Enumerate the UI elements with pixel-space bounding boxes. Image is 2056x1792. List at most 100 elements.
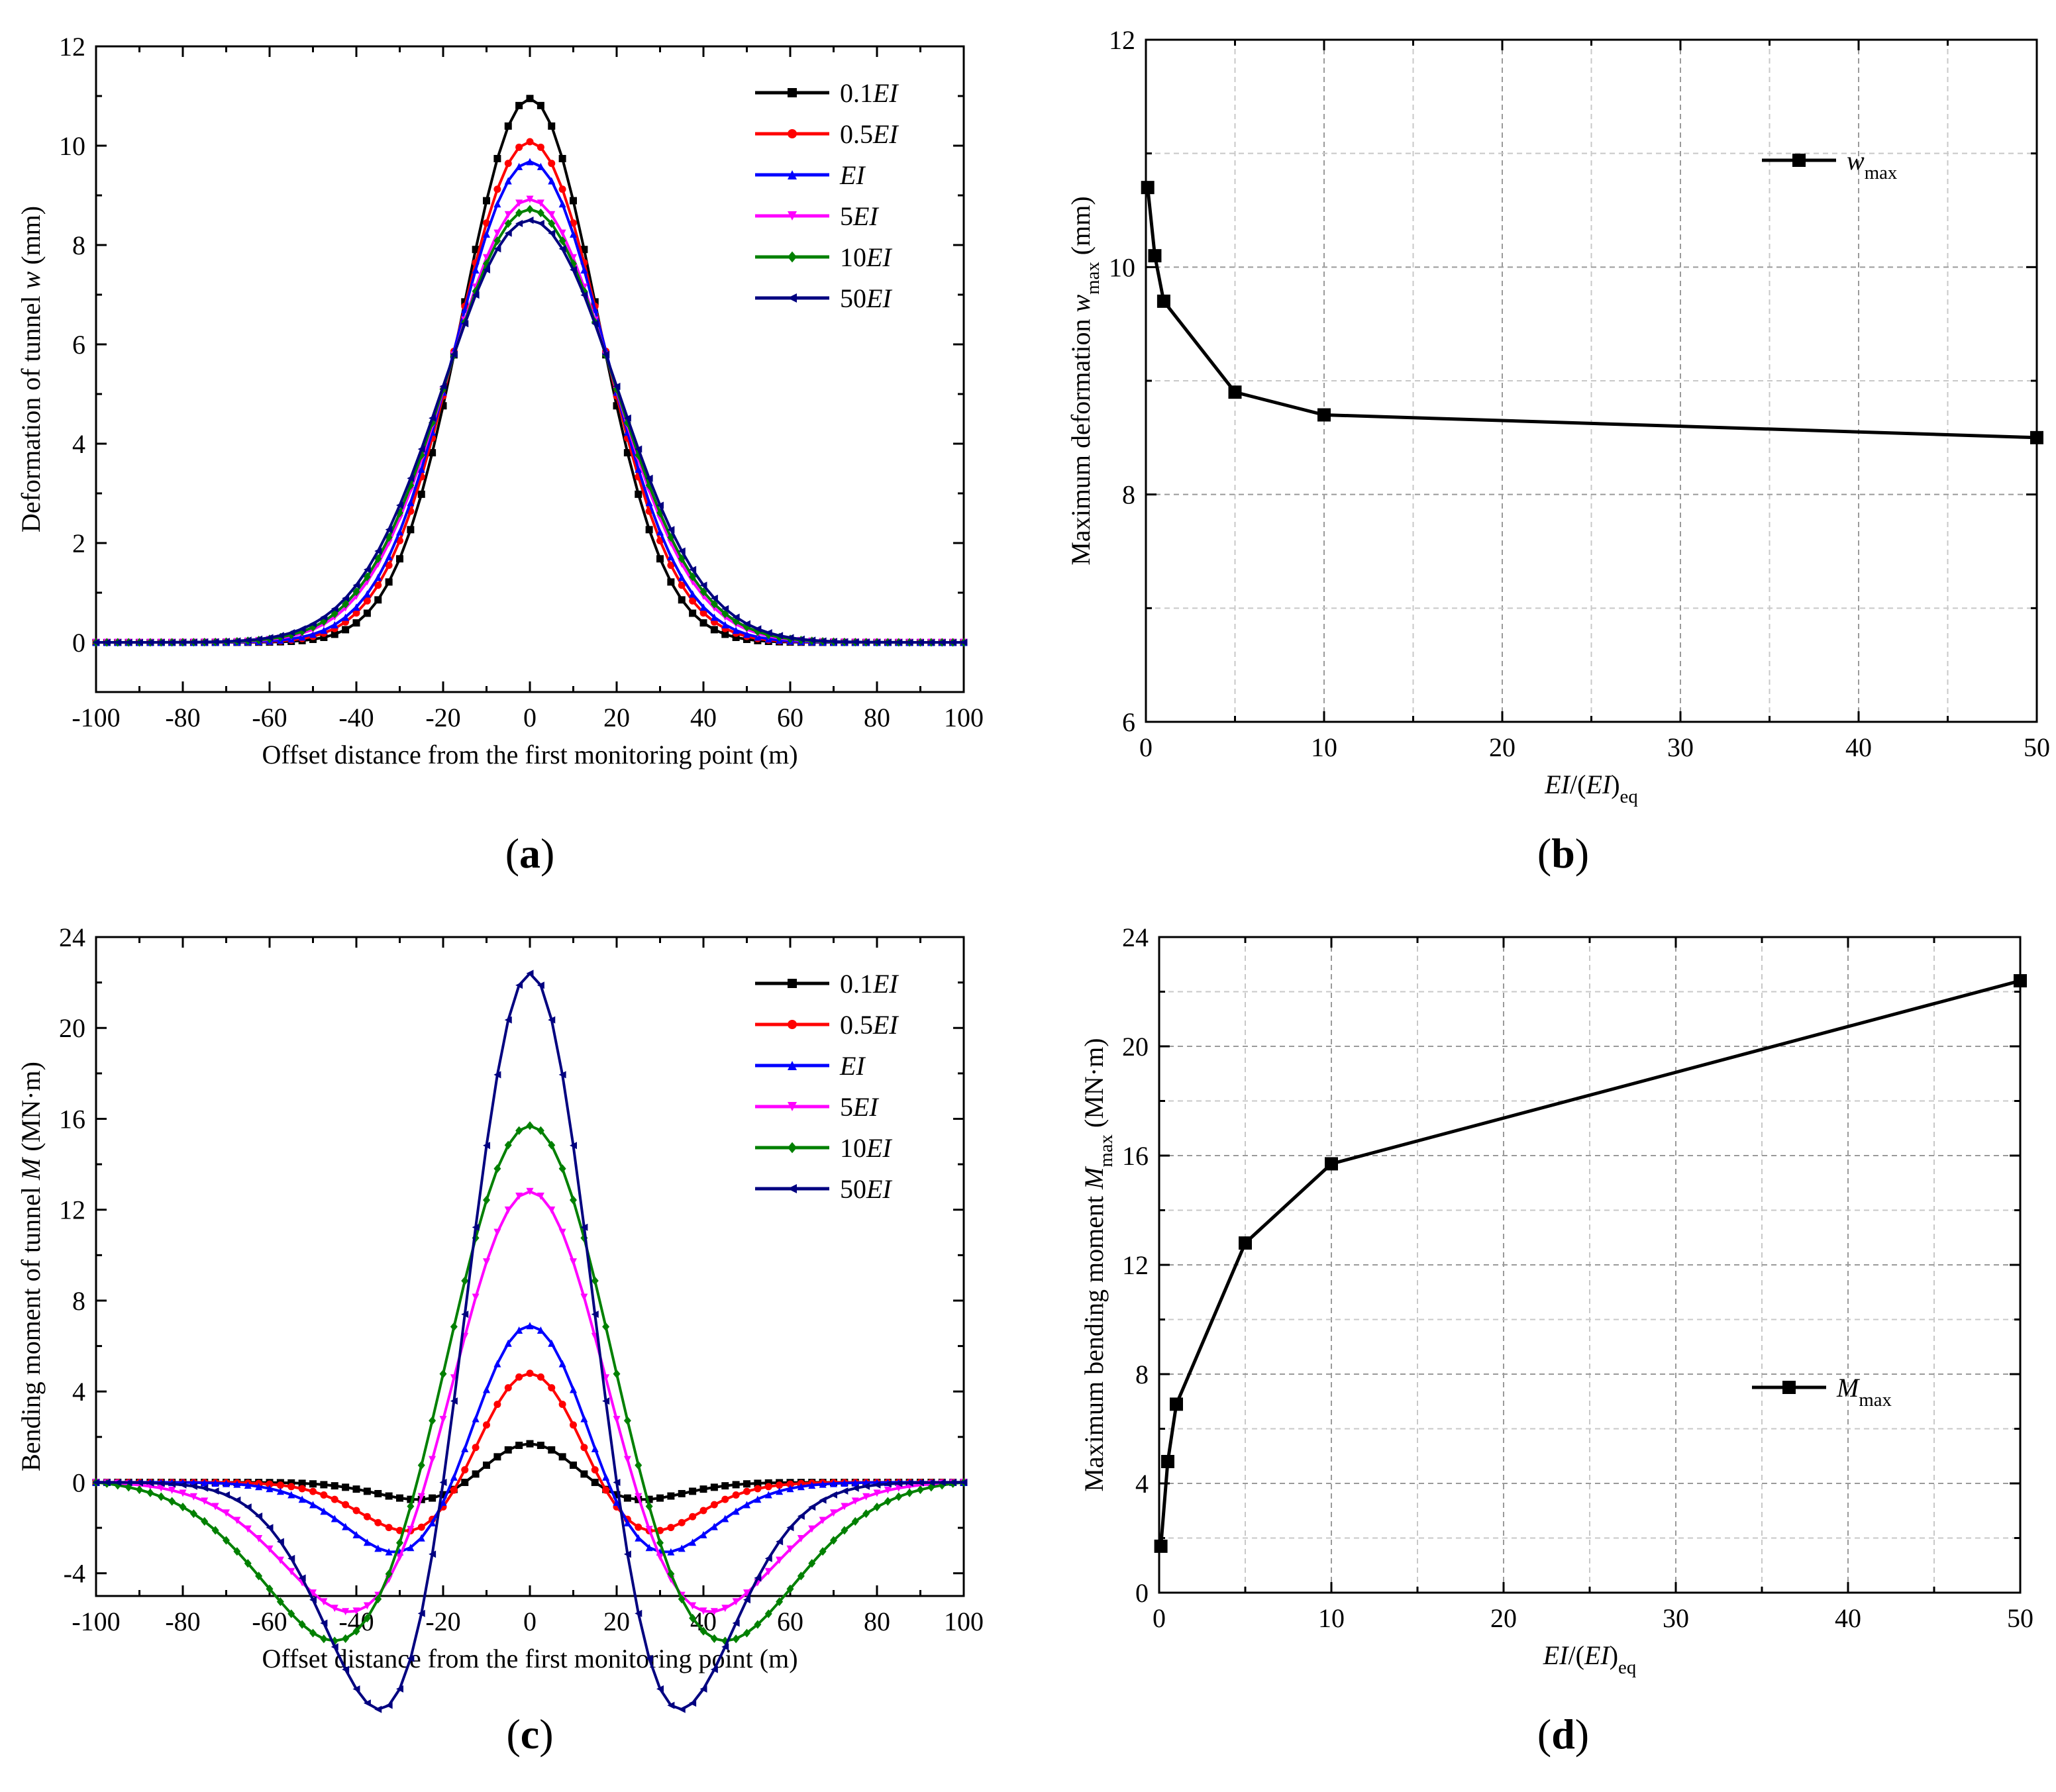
marker-triangle-left — [808, 1503, 816, 1511]
panel-label-a: (a) — [505, 830, 555, 877]
marker-diamond — [320, 1634, 328, 1644]
marker-triangle-left — [776, 1538, 784, 1546]
marker-triangle-left — [591, 320, 599, 328]
marker-diamond — [710, 599, 718, 609]
marker-triangle-left — [927, 638, 935, 646]
marker-triangle-up — [667, 553, 675, 561]
marker-triangle-down — [873, 1489, 881, 1497]
marker-triangle-up — [385, 1548, 393, 1556]
marker-square — [732, 1481, 740, 1489]
marker-diamond — [244, 1559, 252, 1568]
y-axis-label-group: Deformation of tunnel w (mm) — [16, 206, 46, 532]
marker-triangle-down — [580, 1293, 588, 1301]
marker-triangle-up — [732, 1507, 740, 1515]
x-tick-label: -20 — [425, 1607, 460, 1636]
marker-square — [320, 633, 328, 641]
marker-triangle-up — [645, 1544, 653, 1552]
marker-circle — [320, 1491, 328, 1499]
marker-diamond — [374, 1595, 382, 1604]
y-tick-label: 4 — [72, 429, 85, 459]
marker-triangle-left — [504, 229, 512, 237]
marker-square — [699, 1485, 707, 1493]
marker-diamond — [450, 1322, 458, 1331]
marker-diamond — [515, 208, 523, 218]
series-wmax — [1141, 181, 2043, 444]
marker-triangle-left — [862, 638, 870, 646]
marker-square — [309, 1480, 317, 1488]
marker-triangle-left — [157, 1479, 165, 1487]
marker-triangle-left — [558, 1071, 566, 1079]
legend-item: 50EI — [755, 1174, 892, 1204]
x-tick-label: 50 — [2024, 732, 2050, 762]
marker-triangle-left — [786, 634, 794, 642]
marker-triangle-left — [884, 638, 892, 646]
marker-triangle-left — [548, 229, 556, 237]
marker-square — [710, 1483, 718, 1491]
marker-triangle-down — [504, 211, 512, 219]
marker-triangle-up — [515, 1326, 523, 1334]
marker-circle — [754, 1485, 762, 1493]
marker-diamond — [201, 1517, 209, 1526]
marker-triangle-up — [851, 1479, 859, 1487]
marker-diamond — [667, 1569, 675, 1579]
marker-diamond — [189, 1509, 197, 1518]
marker-triangle-left — [949, 638, 957, 646]
x-tick-label: -100 — [72, 703, 120, 732]
legend-label: 0.5EI — [840, 1010, 899, 1040]
x-tick-label: 80 — [864, 1607, 890, 1636]
marker-triangle-up — [417, 1534, 425, 1542]
chart-c: -100 -80 -60 -40 -20 0 20 40 60 80 100-40481216202… — [16, 922, 984, 1713]
marker-triangle-left — [114, 638, 122, 646]
legend-label: 10EI — [840, 242, 892, 272]
marker-square — [613, 1491, 621, 1499]
marker-triangle-left — [309, 620, 317, 628]
x-tick-label: -20 — [425, 703, 460, 732]
marker-diamond — [635, 1460, 642, 1470]
marker-triangle-left — [754, 625, 762, 633]
marker-triangle-up — [483, 230, 490, 238]
marker-triangle-left — [472, 1223, 480, 1231]
marker-triangle-up — [580, 266, 588, 274]
y-tick-label: 24 — [59, 922, 85, 952]
marker-triangle-left — [851, 638, 859, 646]
marker-triangle-up — [342, 1522, 350, 1530]
marker-triangle-left — [92, 638, 100, 646]
marker-triangle-left — [483, 266, 490, 274]
marker-triangle-up — [570, 230, 577, 238]
marker-circle — [689, 1513, 697, 1520]
marker-triangle-up — [537, 162, 544, 170]
marker-square — [407, 526, 415, 534]
marker-triangle-down — [201, 1497, 209, 1505]
marker-diamond — [233, 1547, 241, 1556]
marker-square — [558, 154, 566, 162]
marker-triangle-up — [710, 613, 718, 621]
marker-diamond — [472, 287, 480, 296]
marker-circle — [580, 1444, 588, 1452]
marker-triangle-left — [515, 219, 523, 227]
marker-triangle-left — [157, 638, 165, 646]
x-tick-label: 0 — [1139, 732, 1153, 762]
marker-triangle-left — [602, 350, 610, 358]
marker-triangle-up — [472, 1415, 480, 1422]
marker-triangle-left — [960, 638, 968, 646]
marker-diamond — [407, 1502, 415, 1511]
marker-triangle-left — [233, 637, 241, 645]
marker-triangle-left — [830, 1491, 837, 1499]
marker-triangle-left — [635, 1609, 642, 1617]
marker-triangle-left — [352, 581, 360, 589]
marker-triangle-up — [788, 1061, 797, 1070]
marker-triangle-left — [407, 474, 415, 482]
marker-triangle-left — [244, 1503, 252, 1511]
x-tick-label: 20 — [1490, 1603, 1517, 1633]
marker-diamond — [613, 1369, 621, 1379]
marker-triangle-down — [797, 1534, 805, 1542]
x-axis-label: Offset distance from the first monitorin… — [262, 740, 797, 770]
series-line — [95, 971, 964, 1711]
marker-diamond — [483, 1195, 490, 1205]
marker-circle — [591, 1466, 599, 1474]
marker-triangle-left — [515, 981, 523, 989]
y-tick-label: 16 — [59, 1104, 85, 1134]
marker-triangle-left — [788, 293, 797, 303]
marker-triangle-left — [136, 638, 143, 646]
